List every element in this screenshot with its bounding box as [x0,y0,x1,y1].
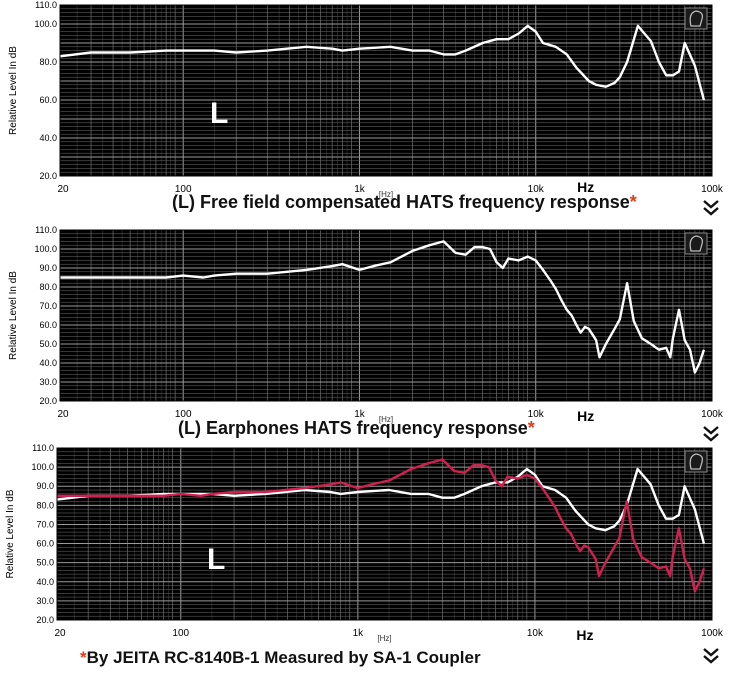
plot-area [60,5,712,176]
y-tick-label: 110.0 [32,443,54,453]
chevron-double-down-icon[interactable] [702,424,720,442]
top-caption: (L) Free field compensated HATS frequenc… [172,192,637,213]
y-tick-label: 20.0 [39,171,57,181]
series-line [56,467,706,544]
y-tick-label: 80.0 [39,282,57,292]
y-tick-label: 70.0 [36,519,54,529]
middle-caption: (L) Earphones HATS frequency response* [178,418,535,439]
center-axis-label: [Hz] [379,190,393,199]
x-tick-label: 100k [701,184,724,195]
y-tick-label: 20.0 [36,615,54,625]
y-tick-label: 50.0 [36,558,54,568]
center-axis-label: [Hz] [377,634,391,643]
y-axis-label: Relative Level In dB [5,489,16,578]
x-axis-unit-label: Hz [576,627,593,643]
x-tick-label: 20 [54,628,66,639]
chevron-double-down-icon[interactable] [702,646,720,664]
y-axis-label: Relative Level In dB [8,46,19,135]
channel-label: L [210,97,228,130]
y-tick-label: 110.0 [35,0,57,10]
plot-area [60,230,712,401]
y-tick-label: 100.0 [31,462,54,472]
top-caption-star: * [629,192,637,212]
top-caption-text: (L) Free field compensated HATS frequenc… [172,192,630,212]
x-tick-label: 10k [528,184,545,195]
bottom-caption-star: * [80,648,87,667]
center-axis-label: [Hz] [379,415,393,424]
x-tick-label: 10k [528,409,545,420]
channel-label: L [207,543,225,576]
x-tick-label: 1k [354,409,366,420]
x-axis-unit-label: Hz [577,179,594,195]
y-tick-label: 80.0 [36,500,54,510]
y-tick-label: 60.0 [39,95,57,105]
bottom-caption: *By JEITA RC-8140B-1 Measured by SA-1 Co… [80,648,481,668]
hats-logo-icon [689,10,704,27]
x-tick-label: 10k [527,628,544,639]
x-axis-unit-label: Hz [577,408,594,424]
plot-frame [56,447,713,621]
x-tick-label: 100k [701,409,724,420]
y-tick-label: 30.0 [36,596,54,606]
y-tick-label: 80.0 [39,57,57,67]
y-tick-label: 50.0 [39,339,57,349]
y-tick-label: 40.0 [39,133,57,143]
y-tick-label: 100.0 [34,19,57,29]
y-tick-label: 90.0 [39,263,57,273]
y-axis-label: Relative Level In dB [8,271,19,360]
x-tick-label: 20 [57,184,69,195]
bottom-caption-text: By JEITA RC-8140B-1 Measured by SA-1 Cou… [86,648,481,667]
x-tick-label: 20 [57,409,69,420]
x-tick-label: 100 [175,409,192,420]
plot-frame [59,4,713,177]
y-tick-label: 40.0 [39,358,57,368]
middle-caption-star: * [527,418,535,438]
y-tick-label: 100.0 [34,244,57,254]
y-tick-label: 90.0 [36,481,54,491]
x-tick-label: 1k [353,628,365,639]
series-line [60,240,706,374]
y-tick-label: 30.0 [39,377,57,387]
plot-area [57,448,712,620]
hats-logo-icon [689,235,704,252]
x-tick-label: 100 [175,184,192,195]
y-tick-label: 40.0 [36,577,54,587]
middle-caption-text: (L) Earphones HATS frequency response [178,418,528,438]
plot-frame [59,229,713,402]
y-tick-label: 60.0 [36,539,54,549]
hats-logo-icon [689,453,704,470]
y-tick-label: 70.0 [39,301,57,311]
x-tick-label: 100k [701,628,724,639]
y-tick-label: 110.0 [35,225,57,235]
chevron-double-down-icon[interactable] [702,198,720,216]
x-tick-label: 1k [354,184,366,195]
x-tick-label: 100 [172,628,189,639]
y-tick-label: 20.0 [39,396,57,406]
series-line [57,458,706,593]
series-line [59,24,706,101]
y-tick-label: 60.0 [39,320,57,330]
